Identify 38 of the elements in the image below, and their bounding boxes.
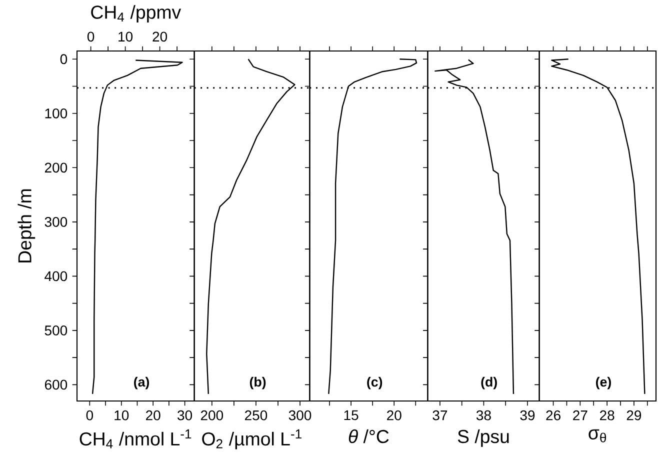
annotation: (c): [367, 376, 382, 390]
annotation: (d): [481, 376, 497, 390]
annotation: (b): [250, 376, 266, 390]
y-axis-title: Depth /m: [18, 189, 36, 262]
x-tick-label: 200: [200, 410, 224, 420]
x-tick-label: 20: [387, 410, 402, 420]
x-tick-label: 27: [573, 410, 588, 420]
x-tick-label: 30: [178, 410, 192, 420]
x-tick-label: 250: [245, 410, 268, 420]
x2-axis-title: CH$_{4}$ /ppmv: [91, 5, 182, 23]
y-tick-label: 500: [44, 326, 68, 336]
x2-tick-label: 20: [152, 32, 168, 42]
x-axis-title: θ /°C: [348, 429, 389, 444]
y-tick-label: 200: [44, 162, 68, 173]
annotation: (a): [134, 376, 150, 390]
y-tick-label: 600: [44, 380, 68, 390]
x-tick-label: 26: [546, 410, 560, 420]
x-axis-title: O$_{2}$ /µmol L$^{-1}$: [202, 429, 302, 450]
x-axis-title: S /psu: [458, 429, 509, 447]
x-tick-label: 28: [600, 410, 614, 420]
x-tick-label: 29: [626, 410, 642, 420]
y-tick-label: 0: [60, 54, 68, 64]
x-tick-label: 37: [432, 410, 448, 420]
y-tick-label: 300: [44, 216, 68, 227]
x-tick-label: 38: [476, 410, 491, 420]
x2-tick-label: 0: [87, 32, 94, 42]
x-tick-label: 10: [114, 410, 129, 420]
annotation: (e): [596, 376, 611, 390]
y-tick-label: 100: [45, 108, 68, 118]
x-tick-label: 39: [520, 410, 535, 420]
y-tick-label: 400: [44, 271, 68, 282]
x-tick-label: 0: [86, 410, 94, 420]
x-axis-title: CH$_{4}$ /nmol L$^{-1}$: [80, 429, 192, 448]
x2-tick-label: 10: [118, 32, 133, 42]
x-tick-label: 300: [288, 410, 312, 420]
x-tick-label: 20: [146, 410, 160, 420]
x-axis-title: σ$_{θ}$: [588, 429, 606, 442]
x-tick-label: 15: [344, 410, 358, 420]
